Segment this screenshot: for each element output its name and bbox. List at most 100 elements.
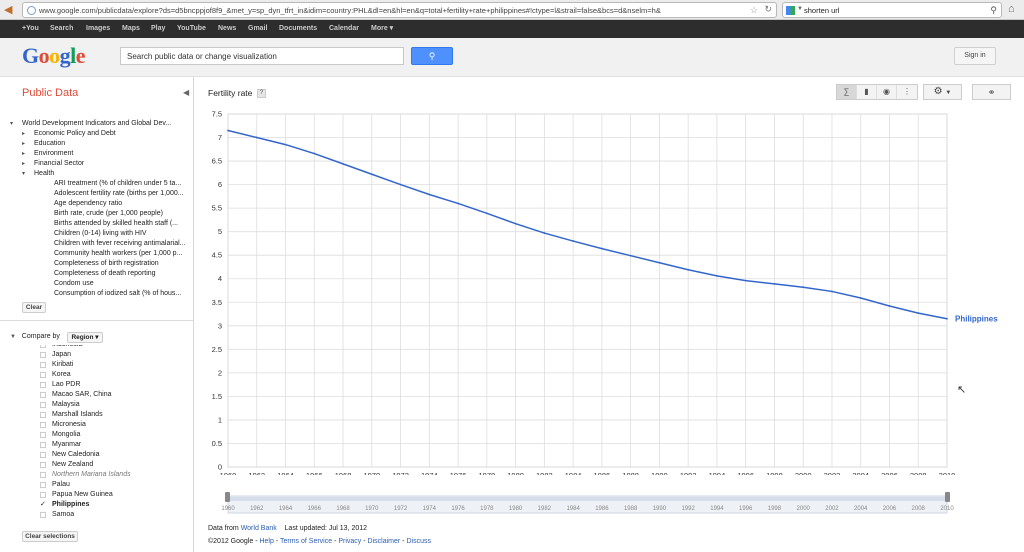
country-checkbox[interactable] <box>40 392 46 398</box>
gbar-youtube[interactable]: YouTube <box>177 25 206 32</box>
google-logo[interactable]: Google <box>22 43 86 68</box>
x-tick-label: 1960 <box>220 471 237 475</box>
x-tick-label: 1994 <box>709 471 726 475</box>
country-checkbox[interactable] <box>40 402 46 408</box>
country-label: Philippines <box>52 501 90 508</box>
country-checkbox[interactable] <box>40 442 46 448</box>
country-checkbox[interactable] <box>40 492 46 498</box>
clear-selections-button[interactable]: Clear selections <box>22 531 78 542</box>
chevron-down-icon[interactable]: ▼ <box>797 6 803 12</box>
chevron-right-icon[interactable]: ▸ <box>22 141 26 147</box>
copyright: ©2012 Google <box>208 538 254 545</box>
chevron-right-icon[interactable]: ▸ <box>22 161 26 167</box>
country-checkbox[interactable] <box>40 462 46 468</box>
country-checkbox[interactable] <box>40 472 46 478</box>
disclaimer-link[interactable]: Disclaimer <box>367 538 401 545</box>
scatter-icon[interactable]: ⋮ <box>903 87 911 96</box>
discuss-link[interactable]: Discuss <box>406 538 431 545</box>
country-list[interactable]: IndonesiaJapan Kiribati Korea Lao PDR Macao … <box>40 345 190 524</box>
chevron-down-icon[interactable]: ▾ <box>22 171 26 177</box>
x-tick-label: 1996 <box>737 471 754 475</box>
country-checkbox[interactable] <box>40 345 46 348</box>
data-point <box>773 283 776 285</box>
country-label: Mongolia <box>52 431 81 438</box>
map-icon[interactable]: ◉ <box>877 85 897 99</box>
slider-end-handle[interactable] <box>945 492 950 502</box>
gbar-images[interactable]: Images <box>86 25 111 32</box>
back-arrow-icon[interactable]: ◀ <box>4 4 13 16</box>
chevron-down-icon[interactable]: ▾ <box>10 121 14 127</box>
globe-icon <box>27 6 36 15</box>
gbar-maps[interactable]: Maps <box>122 25 140 32</box>
x-tick-label: 1998 <box>766 471 783 475</box>
country-checkbox[interactable] <box>40 362 46 368</box>
clear-button[interactable]: Clear <box>22 302 46 313</box>
browser-search-box[interactable]: ▼ shorten url ⚲ <box>782 2 1002 18</box>
gbar-more[interactable]: More ▾ <box>371 25 394 32</box>
y-tick-label: 7 <box>218 133 222 142</box>
country-checkbox[interactable] <box>40 512 46 518</box>
country-label: Macao SAR, China <box>52 391 112 398</box>
world-bank-link[interactable]: World Bank <box>240 525 277 532</box>
y-tick-label: 1 <box>218 415 222 424</box>
home-icon[interactable]: ⌂ <box>1008 3 1015 15</box>
country-checkbox[interactable] <box>40 352 46 358</box>
region-dropdown[interactable]: Region ▾ <box>67 332 103 343</box>
help-link[interactable]: Help <box>259 538 274 545</box>
privacy-link[interactable]: Privacy <box>338 538 362 545</box>
google-bar: +You Search Images Maps Play YouTube New… <box>0 20 1024 38</box>
help-icon[interactable]: ? <box>257 89 266 98</box>
gbar-news[interactable]: News <box>218 25 237 32</box>
country-label: Malaysia <box>52 401 80 408</box>
collapse-panel-icon[interactable]: ◀ <box>183 88 190 97</box>
data-search-input[interactable]: Search public data or change visualizati… <box>120 47 404 65</box>
country-label: Micronesia <box>52 421 86 428</box>
y-tick-label: 4 <box>218 274 222 283</box>
country-checkbox[interactable]: ✓ <box>40 501 46 508</box>
bar-chart-icon[interactable]: ▮ <box>857 85 877 99</box>
gbar-gmail[interactable]: Gmail <box>248 25 268 32</box>
chevron-right-icon[interactable]: ▸ <box>22 151 26 157</box>
browser-search-input[interactable]: shorten url <box>804 6 840 15</box>
search-button[interactable]: ⚲ <box>411 47 453 65</box>
url-text[interactable]: www.google.com/publicdata/explore?ds=d5b… <box>39 6 661 15</box>
tree-item-label: Education <box>34 140 66 147</box>
link-button[interactable]: ⚭ <box>972 84 1011 100</box>
gbar-play[interactable]: Play <box>151 25 166 32</box>
public-data-title[interactable]: Public Data <box>22 87 79 99</box>
metric-title[interactable]: Fertility rate <box>208 88 253 98</box>
search-icon[interactable]: ⚲ <box>990 5 997 15</box>
country-label: New Zealand <box>52 461 94 468</box>
country-checkbox[interactable] <box>40 422 46 428</box>
line-chart-icon[interactable]: ∑ <box>837 85 857 99</box>
data-from-label: Data from <box>208 525 239 532</box>
url-bar[interactable]: www.google.com/publicdata/explore?ds=d5b… <box>22 2 777 18</box>
country-checkbox[interactable] <box>40 482 46 488</box>
tree-item-label: Financial Sector <box>34 160 85 167</box>
chevron-down-icon[interactable]: ▼ <box>10 334 16 340</box>
sign-in-button[interactable]: Sign in <box>954 47 996 65</box>
gbar-search[interactable]: Search <box>50 25 74 32</box>
country-checkbox[interactable] <box>40 382 46 388</box>
y-tick-label: 4.5 <box>212 251 222 260</box>
time-slider[interactable]: 1960 1962 1964 1966 1968 1970 1972 1974 1976 1978… <box>195 490 1024 520</box>
fertility-line-chart[interactable]: 0 0.5 1 1.5 2 2.5 3 3.5 4 4.5 5 5.5 6 6.5 7 7.5 1960 1962… <box>195 105 1024 476</box>
gbar-you[interactable]: +You <box>22 25 39 32</box>
gbar-calendar[interactable]: Calendar <box>329 25 359 32</box>
tree-item-label: Economic Policy and Debt <box>34 130 116 137</box>
data-point <box>342 162 344 165</box>
google-engine-icon[interactable] <box>786 6 795 15</box>
slider-start-handle[interactable] <box>225 492 230 502</box>
star-icon[interactable]: ☆ <box>749 5 758 15</box>
chevron-right-icon[interactable]: ▸ <box>22 131 26 137</box>
slider-tick-label: 1970 <box>365 506 379 512</box>
country-checkbox[interactable] <box>40 432 46 438</box>
country-checkbox[interactable] <box>40 412 46 418</box>
terms-link[interactable]: Terms of Service <box>280 538 333 545</box>
reload-icon[interactable]: ↻ <box>764 4 772 14</box>
gbar-documents[interactable]: Documents <box>279 25 318 32</box>
page-header: Google Search public data or change visu… <box>0 38 1024 77</box>
country-checkbox[interactable] <box>40 372 46 378</box>
country-checkbox[interactable] <box>40 452 46 458</box>
settings-button[interactable]: ⚙ ▼ <box>923 84 962 100</box>
